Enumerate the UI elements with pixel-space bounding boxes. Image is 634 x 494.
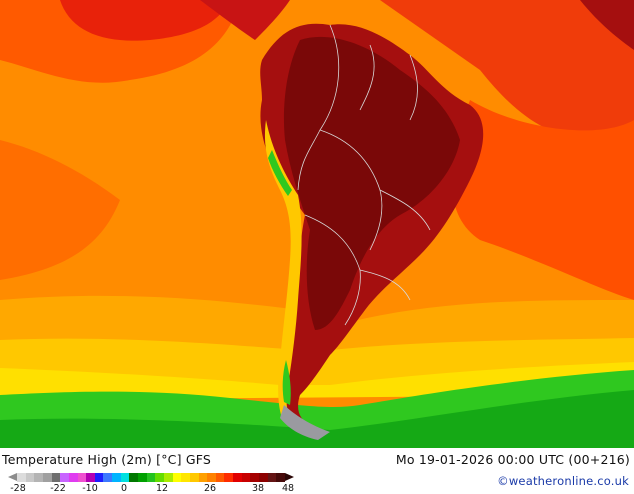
legend-swatch	[25, 473, 35, 482]
hot-core-region	[283, 36, 460, 331]
footer-bar: Temperature High (2m) [°C] GFS Mo 19-01-…	[0, 448, 634, 494]
legend-swatch	[241, 473, 251, 482]
patagonia-green-patch	[282, 360, 291, 405]
legend-swatch	[224, 473, 234, 482]
north-pacific-hot-band	[60, 0, 230, 41]
legend-swatch	[77, 473, 87, 482]
legend-tick: -22	[50, 483, 66, 494]
legend-tick: 38	[251, 483, 265, 494]
map-title: Temperature High (2m) [°C] GFS	[2, 452, 212, 467]
andes-green-patch	[268, 150, 292, 196]
legend-tick: -28	[10, 483, 26, 494]
legend-swatch	[250, 473, 260, 482]
legend-tick: 0	[120, 483, 128, 494]
legend-swatch	[42, 473, 53, 482]
legend-swatch	[146, 473, 156, 482]
atlantic-warm-zone	[451, 100, 634, 300]
legend-tick: 26	[203, 483, 217, 494]
legend-swatch	[17, 473, 27, 482]
legend-swatch	[198, 473, 208, 482]
pacific-warm-zone	[0, 140, 120, 280]
legend-swatch	[215, 473, 225, 482]
legend-swatch	[181, 473, 191, 482]
legend-swatch	[112, 473, 122, 482]
legend-swatch	[267, 473, 277, 482]
north-atlantic-band	[0, 0, 634, 142]
legend-swatch	[259, 473, 269, 482]
andes-cool-strip	[264, 120, 302, 420]
legend-swatch	[276, 473, 286, 482]
credit-link[interactable]: ©weatheronline.co.uk	[497, 474, 629, 488]
legend-tick: -10	[82, 483, 98, 494]
legend-swatch	[68, 473, 78, 482]
weather-map	[0, 0, 634, 448]
legend-arrow-right-icon	[285, 473, 294, 481]
temperature-map-graphic	[0, 0, 634, 448]
legend-swatch	[34, 473, 44, 482]
legend-swatch	[60, 473, 70, 482]
legend-swatch	[86, 473, 96, 482]
color-legend	[8, 473, 294, 482]
legend-arrow-left-icon	[8, 473, 17, 481]
valid-time: Mo 19-01-2026 00:00 UTC (00+216)	[395, 452, 630, 467]
legend-swatch	[172, 473, 182, 482]
legend-swatch	[163, 473, 174, 482]
africa-edge	[580, 0, 634, 50]
central-america	[200, 0, 290, 40]
legend-swatch	[207, 473, 217, 482]
legend-swatch	[129, 473, 139, 482]
southern-ocean-dark-green-band	[0, 390, 634, 448]
legend-swatch	[189, 473, 200, 482]
legend-swatch	[138, 473, 148, 482]
legend-swatch	[94, 473, 104, 482]
country-borders	[297, 24, 431, 326]
legend-swatch	[120, 473, 130, 482]
legend-swatch	[103, 473, 113, 482]
legend-tick: 12	[155, 483, 169, 494]
legend-swatch	[51, 473, 61, 482]
tierra-del-fuego	[280, 405, 330, 440]
legend-swatch	[233, 473, 243, 482]
legend-tick: 48	[281, 483, 295, 494]
legend-swatch	[155, 473, 165, 482]
